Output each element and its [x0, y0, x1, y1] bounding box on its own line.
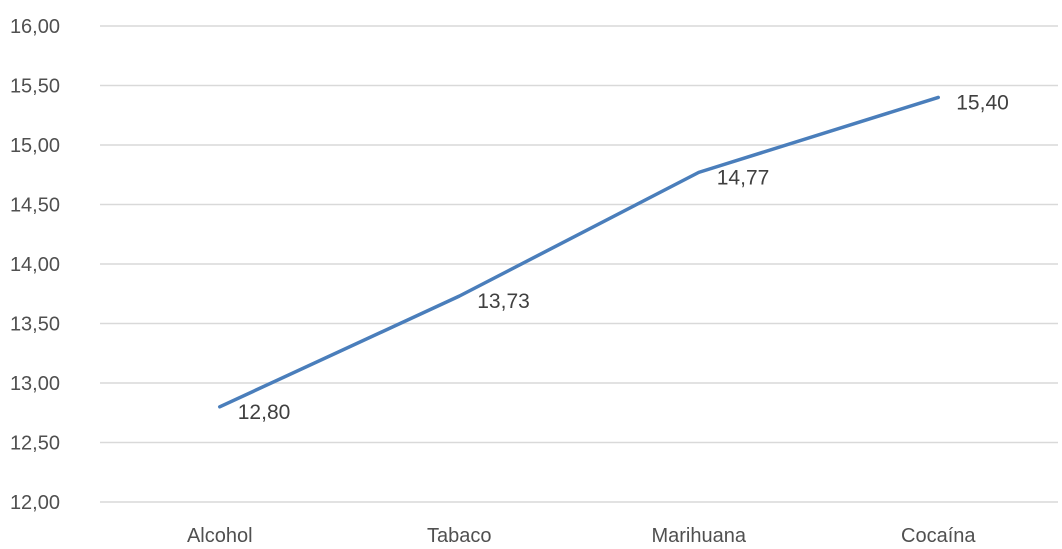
y-tick-label: 14,50: [10, 195, 60, 217]
gridlines: [100, 25, 1058, 503]
data-labels: 12,80 13,73 14,77 15,40: [238, 91, 1009, 423]
y-tick-label: 12,50: [10, 433, 60, 455]
x-category-label: Cocaína: [901, 525, 976, 547]
x-category-label: Tabaco: [427, 525, 492, 547]
x-category-label: Alcohol: [187, 525, 253, 547]
y-tick-label: 16,00: [10, 16, 60, 38]
series-line: [218, 95, 940, 409]
y-axis-tick-labels: 12,00 12,50 13,00 13,50 14,00 14,50 15,00 15,50…: [10, 16, 60, 514]
y-tick-label: 13,50: [10, 314, 60, 336]
y-tick-label: 15,00: [10, 135, 60, 157]
data-label: 13,73: [477, 290, 530, 313]
x-category-label: Marihuana: [651, 525, 746, 547]
data-label: 12,80: [238, 401, 291, 424]
data-label: 14,77: [717, 166, 770, 189]
y-tick-label: 15,50: [10, 76, 60, 98]
y-tick-label: 14,00: [10, 254, 60, 276]
x-axis-category-labels: Alcohol Tabaco Marihuana Cocaína: [187, 525, 976, 547]
y-tick-label: 12,00: [10, 492, 60, 514]
y-tick-label: 13,00: [10, 373, 60, 395]
series-group: [218, 95, 940, 409]
data-label: 15,40: [956, 91, 1009, 114]
